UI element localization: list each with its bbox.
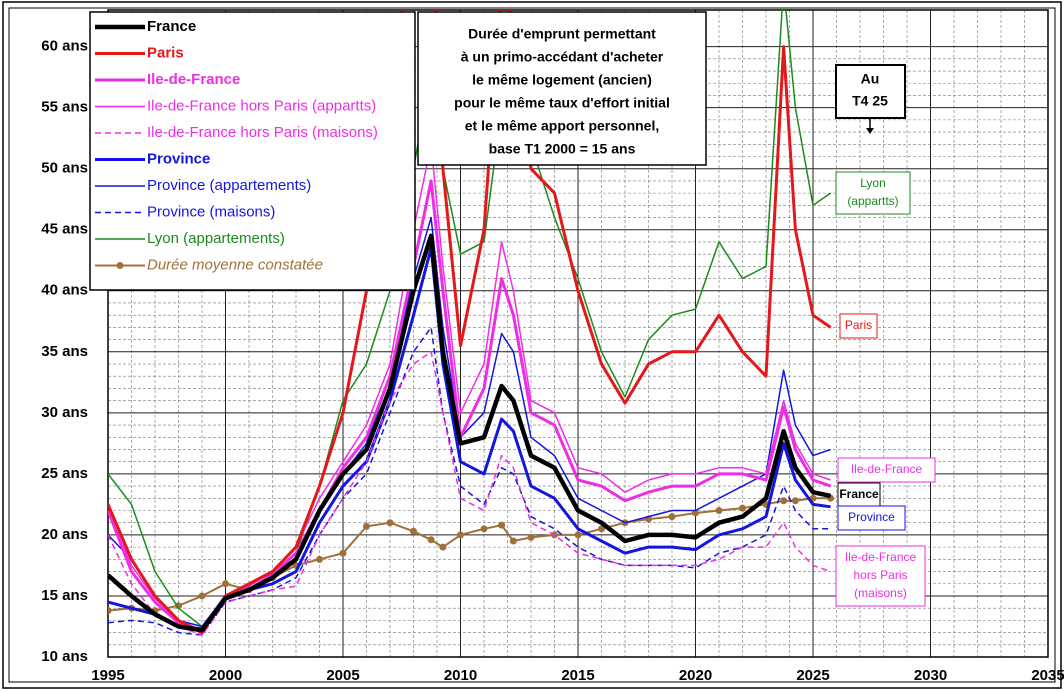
end-label: Ile-de-France <box>851 462 923 476</box>
series-marker <box>791 497 799 505</box>
date-arrowhead <box>866 128 874 134</box>
series-line <box>108 351 831 636</box>
end-label: France <box>839 487 879 501</box>
end-label: Province <box>848 510 895 524</box>
series-marker <box>386 519 394 527</box>
x-tick-label: 2025 <box>796 667 829 684</box>
note-text: pour le même taux d'effort initial <box>454 95 670 111</box>
y-tick-label: 20 ans <box>41 526 88 543</box>
y-tick-label: 15 ans <box>41 587 88 604</box>
end-label-box <box>839 313 878 339</box>
end-label: (maisons) <box>854 586 907 600</box>
inner-frame <box>8 7 1056 683</box>
y-tick-label: 40 ans <box>41 282 88 299</box>
series-marker <box>574 531 582 539</box>
end-label-box <box>837 505 906 531</box>
series-marker <box>339 549 347 557</box>
date-text: T4 25 <box>852 93 888 109</box>
y-tick-label: 30 ans <box>41 404 88 421</box>
legend-label: France <box>147 18 196 35</box>
series-marker <box>780 497 788 505</box>
legend-label: Paris <box>147 44 184 61</box>
end-label: hors Paris <box>853 568 907 582</box>
series-marker <box>198 592 206 600</box>
series-marker <box>175 602 182 610</box>
y-tick-label: 55 ans <box>41 99 88 116</box>
x-tick-label: 2005 <box>326 667 359 684</box>
note-text: à un primo-accédant d'acheter <box>461 49 664 65</box>
y-tick-label: 45 ans <box>41 221 88 238</box>
legend-box <box>89 11 416 291</box>
legend-marker <box>116 262 124 269</box>
note-text: le même logement (ancien) <box>472 72 652 88</box>
x-tick-label: 1995 <box>91 667 124 684</box>
x-tick-label: 2035 <box>1031 667 1064 684</box>
end-label-box <box>837 457 936 483</box>
series-marker <box>108 607 112 615</box>
x-tick-label: 2010 <box>444 667 477 684</box>
date-text: Au <box>861 71 880 87</box>
note-box <box>417 11 707 166</box>
note-text: base T1 2000 = 15 ans <box>489 141 636 157</box>
series-marker <box>715 507 723 515</box>
end-label-box <box>835 171 911 215</box>
y-tick-label: 60 ans <box>41 38 88 55</box>
y-tick-label: 35 ans <box>41 343 88 360</box>
series-marker <box>410 527 417 535</box>
end-label: Paris <box>845 318 872 332</box>
end-label: (appartts) <box>847 194 898 208</box>
series-marker <box>527 533 535 541</box>
legend-label: Province (maisons) <box>147 203 275 220</box>
end-label-box <box>837 482 881 508</box>
series-marker <box>439 543 447 551</box>
x-tick-label: 2030 <box>914 667 947 684</box>
series-line <box>108 10 832 635</box>
series-line <box>108 497 831 612</box>
note-text: Durée d'emprunt permettant <box>468 26 656 42</box>
series-marker <box>316 555 323 563</box>
x-tick-label: 2000 <box>209 667 242 684</box>
end-label: Lyon <box>860 176 886 190</box>
legend-label: Province <box>147 150 210 167</box>
series-marker <box>427 536 435 544</box>
series-marker <box>598 525 605 533</box>
y-tick-label: 25 ans <box>41 465 88 482</box>
x-tick-label: 2015 <box>561 667 594 684</box>
legend-label: Province (appartements) <box>147 177 311 194</box>
series-marker <box>668 513 676 521</box>
series-marker <box>222 580 229 588</box>
end-label-box <box>835 545 926 607</box>
legend-label: Ile-de-France hors Paris (appartts) <box>147 97 376 114</box>
series-marker <box>739 504 746 512</box>
series-marker <box>480 525 488 533</box>
legend-label: Lyon (appartements) <box>147 230 285 247</box>
plot-frame <box>107 9 1049 658</box>
x-tick-label: 2020 <box>679 667 712 684</box>
y-tick-label: 50 ans <box>41 160 88 177</box>
plot-lines <box>108 10 835 636</box>
note-text: et le même apport personnel, <box>465 118 660 134</box>
series-marker <box>498 521 506 529</box>
series-line <box>108 233 832 633</box>
legend-label: Ile-de-France hors Paris (maisons) <box>147 124 378 141</box>
series-marker <box>509 537 517 545</box>
legend-label: Ile-de-France <box>147 71 240 88</box>
date-box <box>835 64 906 119</box>
legend-label: Durée moyenne constatée <box>147 256 323 273</box>
y-tick-label: 10 ans <box>41 648 88 665</box>
series-marker <box>457 531 464 539</box>
end-label: Ile-de-France <box>845 550 917 564</box>
series-marker <box>363 522 370 530</box>
